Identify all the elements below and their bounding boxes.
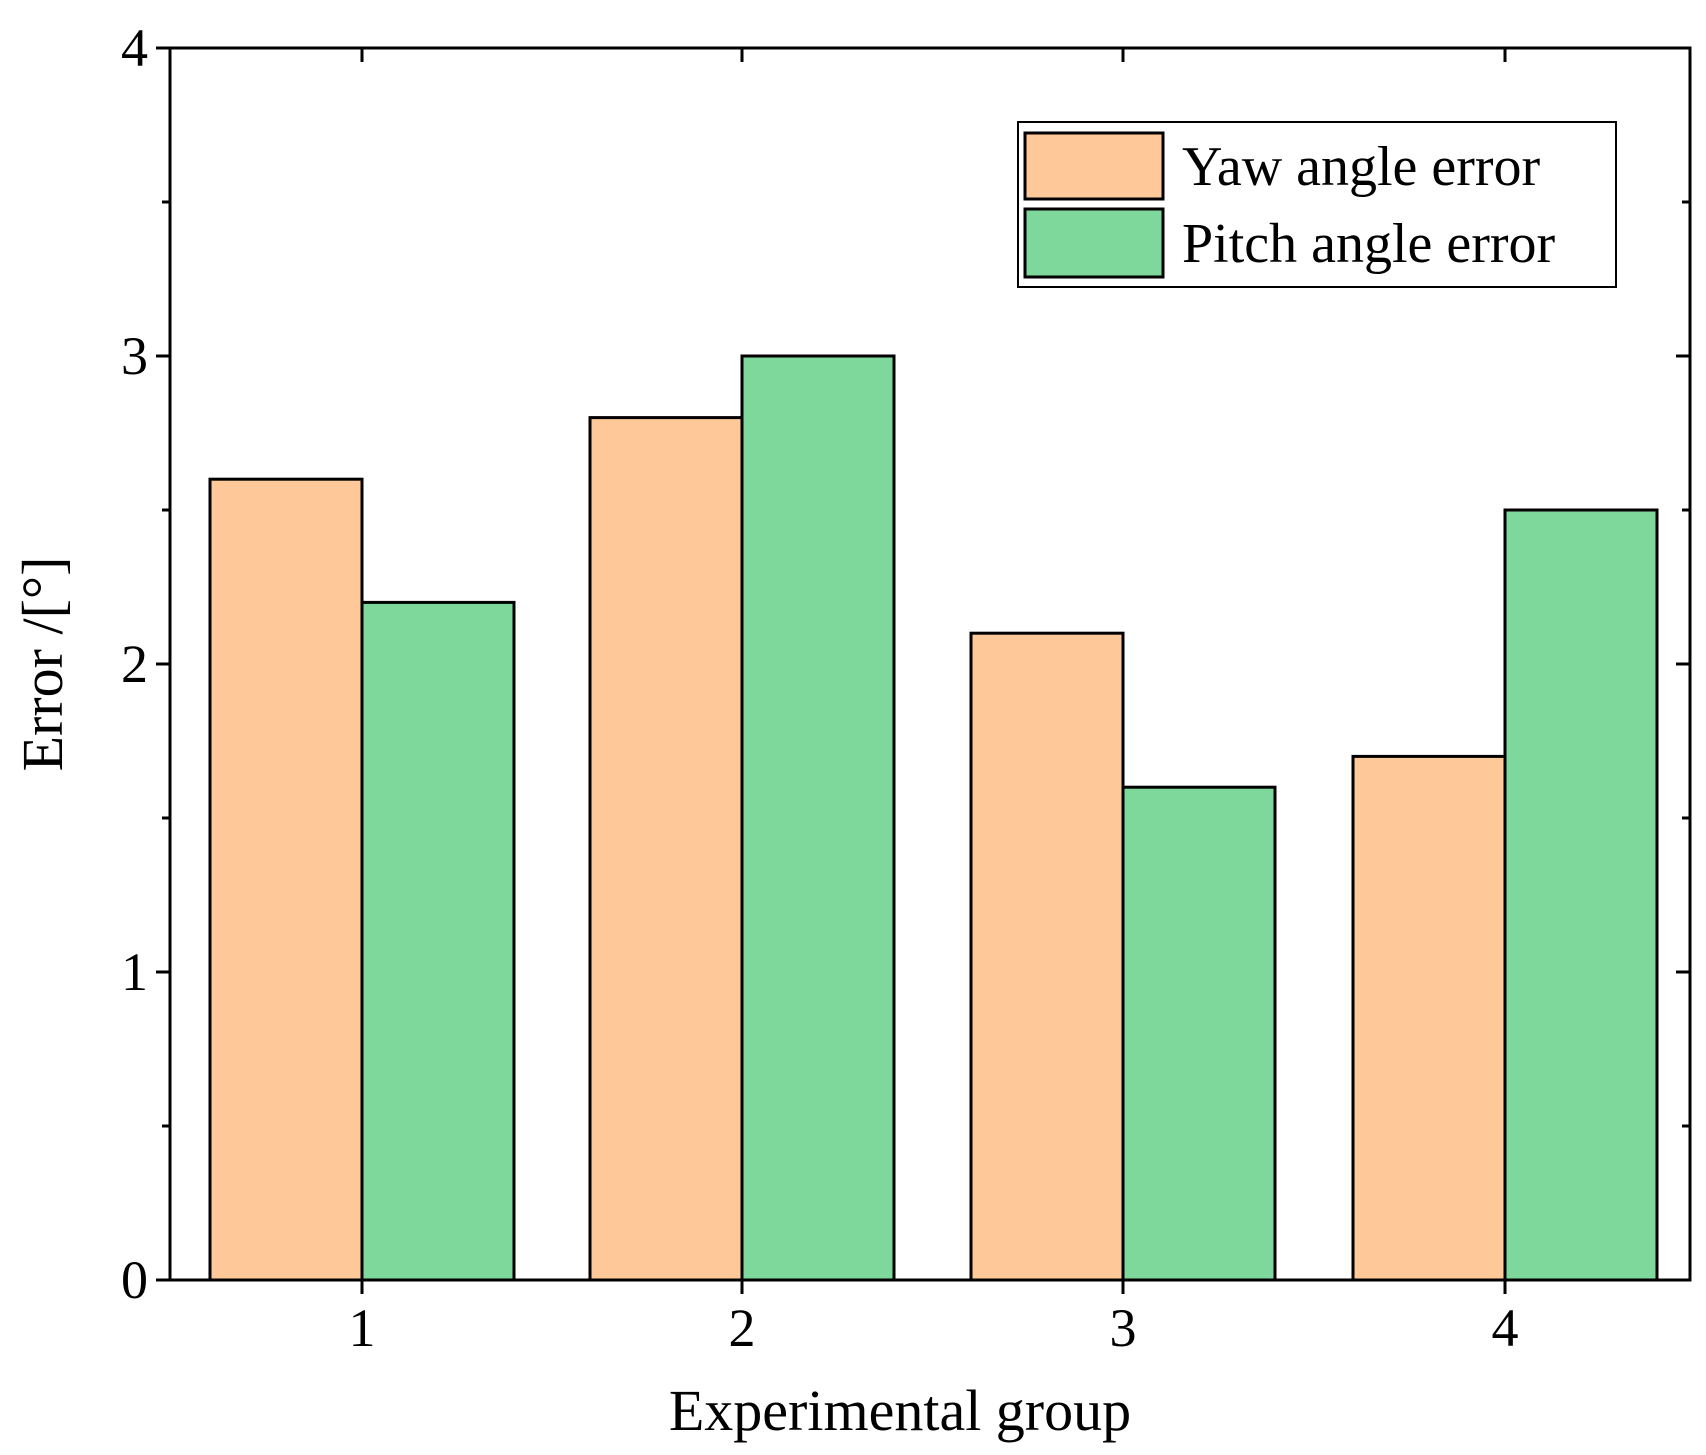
bar-pitch-group-1 <box>360 600 516 1282</box>
x-tick-label: 3 <box>1110 1298 1137 1358</box>
bars-layer <box>208 354 1659 1282</box>
tick-labels-layer: 0 1 2 3 4 1 2 3 4 <box>121 18 1519 1358</box>
y-tick-label: 2 <box>121 634 148 694</box>
bar-yaw-group-2 <box>588 416 744 1282</box>
y-tick-label: 1 <box>121 942 148 1002</box>
x-tick-label: 2 <box>729 1298 756 1358</box>
y-tick-label: 4 <box>121 18 148 78</box>
bar-yaw-group-3 <box>969 631 1125 1282</box>
plot-frame <box>168 46 1692 1282</box>
y-axis-title: Error /[°] <box>10 557 75 772</box>
bar-yaw-group-1 <box>208 477 364 1282</box>
bar-pitch-group-3 <box>1121 785 1277 1282</box>
legend-label-pitch: Pitch angle error <box>1182 213 1556 275</box>
legend-swatch-yaw <box>1023 131 1165 201</box>
legend-label-yaw: Yaw angle error <box>1182 136 1541 198</box>
bar-pitch-group-4 <box>1503 508 1659 1282</box>
x-tick-label: 4 <box>1492 1298 1519 1358</box>
y-tick-label: 0 <box>121 1250 148 1310</box>
bar-yaw-group-4 <box>1351 754 1507 1282</box>
y-tick-label: 3 <box>121 326 148 386</box>
x-axis-title: Experimental group <box>669 1378 1131 1443</box>
x-tick-label: 1 <box>349 1298 376 1358</box>
legend: Yaw angle error Pitch angle error <box>1017 121 1617 288</box>
legend-swatch-pitch <box>1023 207 1165 279</box>
bar-pitch-group-2 <box>740 354 896 1282</box>
